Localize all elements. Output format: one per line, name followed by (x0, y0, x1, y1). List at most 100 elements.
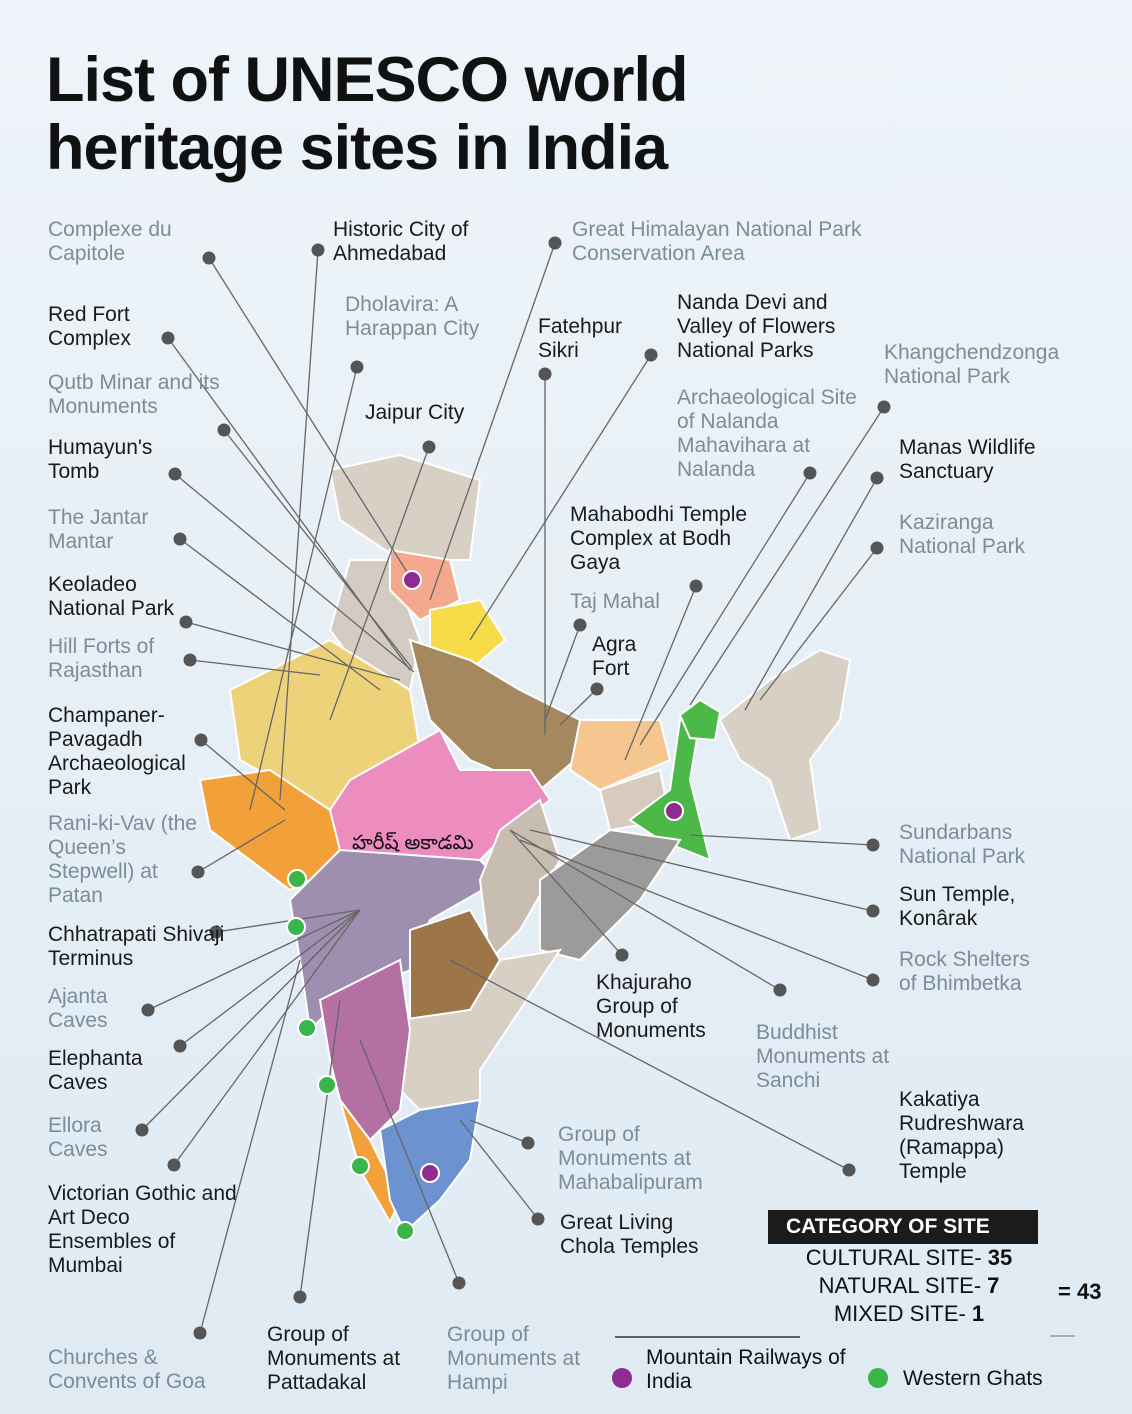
connector (197, 819, 286, 873)
site-label: Rock Shelters of Bhimbetka (899, 948, 1030, 995)
connector-dot (217, 423, 231, 437)
watermark: హరీష్ అకాడమి (352, 832, 474, 854)
site-label: Great Himalayan National Park Conservati… (572, 218, 862, 265)
connector-dot (173, 1039, 187, 1053)
category-box: CATEGORY OF SITE CULTURAL SITE- 35 NATURAL… (768, 1210, 1050, 1328)
connector (299, 999, 341, 1298)
connector (174, 473, 415, 673)
connector-dot (538, 367, 552, 381)
connector-dot (689, 579, 703, 593)
site-label: Historic City of Ahmedabad (333, 218, 469, 265)
connector (689, 406, 885, 706)
connector-dot (193, 1326, 207, 1340)
site-label: Jaipur City (365, 401, 465, 424)
connector (179, 909, 361, 1047)
site-label: Keoladeo National Park (48, 573, 175, 620)
site-label: Khangchendzonga National Park (884, 341, 1060, 388)
site-label: Fatehpur Sikri (538, 315, 623, 362)
category-count: 35 (987, 1245, 1013, 1270)
connector-dot (870, 541, 884, 555)
category-label: NATURAL SITE- (818, 1273, 982, 1298)
site-label: Nanda Devi and Valley of Flowers Nationa… (677, 291, 836, 362)
site-label: Elephanta Caves (48, 1047, 143, 1094)
site-label: Group of Monuments at Hampi (447, 1323, 581, 1394)
connector-dot (183, 653, 197, 667)
ghats-dot (287, 869, 307, 889)
connector (147, 909, 361, 1011)
category-total: = 43 (1058, 1279, 1102, 1304)
connector-dot (191, 865, 205, 879)
category-count: 1 (971, 1301, 985, 1326)
ghats-dot (395, 1221, 415, 1241)
ghats-dot (317, 1075, 337, 1095)
connector (624, 585, 697, 761)
connector (199, 959, 301, 1334)
connector (529, 829, 874, 912)
category-label: MIXED SITE- (833, 1301, 966, 1326)
connector-dot (194, 733, 208, 747)
connector (544, 624, 581, 721)
connector-dot (202, 251, 216, 265)
state (328, 453, 482, 561)
site-label: Churches & Convents of Goa (48, 1346, 206, 1393)
category-row: CULTURAL SITE- 35 (768, 1244, 1050, 1272)
connector-dot (877, 400, 891, 414)
connector (509, 829, 623, 956)
site-label: Dholavira: A Harappan City (345, 293, 480, 340)
connector-dot (615, 948, 629, 962)
connector-dot (531, 1212, 545, 1226)
connector-dot (590, 682, 604, 696)
site-label: Group of Monuments at Pattadakal (267, 1323, 401, 1394)
connector-dot (773, 983, 787, 997)
ghats-dot (297, 1018, 317, 1038)
connector-dot (644, 348, 658, 362)
connector-dot (173, 532, 187, 546)
connector-dot (521, 1136, 535, 1150)
site-label: Sundarbans National Park (899, 821, 1026, 868)
connector (459, 1119, 539, 1220)
site-label: Kakatiya Rudreshwara (Ramappa) Temple (899, 1088, 1024, 1183)
connector (429, 242, 556, 601)
connector (639, 472, 811, 746)
site-label: Complexe du Capitole (48, 218, 172, 265)
connector-dot (866, 973, 880, 987)
site-label: Humayun's Tomb (48, 436, 153, 483)
site-label: Archaeological Site of Nalanda Mahavihar… (677, 386, 857, 481)
site-label: Agra Fort (592, 633, 637, 680)
connector-dot (452, 1276, 466, 1290)
connector-dot (167, 1158, 181, 1172)
connector (329, 446, 430, 721)
title: List of UNESCO world heritage sites in I… (46, 45, 689, 183)
connector-dot (573, 618, 587, 632)
connector-dot (866, 838, 880, 852)
legend-swatch (612, 1368, 632, 1388)
connector (744, 477, 878, 711)
connector (249, 366, 358, 811)
legend-swatch (868, 1368, 888, 1388)
connector-dot (870, 471, 884, 485)
site-label: Great Living Chola Temples (560, 1211, 699, 1258)
connector-dot (803, 466, 817, 480)
ghats-dot (350, 1156, 370, 1176)
site-label: Ajanta Caves (48, 985, 108, 1032)
connector-dot (209, 925, 223, 939)
connector (469, 354, 652, 641)
site-label: Victorian Gothic and Art Deco Ensembles … (48, 1182, 237, 1277)
site-label: Manas Wildlife Sanctuary (899, 436, 1036, 483)
connector-dot (311, 243, 325, 257)
site-label: Buddhist Monuments at Sanchi (756, 1021, 890, 1092)
connector (173, 909, 361, 1166)
site-label: Ellora Caves (48, 1114, 108, 1161)
connector-dot (422, 440, 436, 454)
category-row: NATURAL SITE- 7 (768, 1272, 1050, 1300)
site-label: Kaziranga National Park (899, 511, 1026, 558)
category-title: CATEGORY OF SITE (768, 1210, 1038, 1244)
connector-dot (168, 467, 182, 481)
connector (519, 839, 874, 981)
site-label: Sun Temple, Konârak (899, 883, 1016, 930)
connector (759, 547, 878, 701)
connector-dot (179, 615, 193, 629)
connector-dot (141, 1003, 155, 1017)
connector (189, 659, 321, 676)
